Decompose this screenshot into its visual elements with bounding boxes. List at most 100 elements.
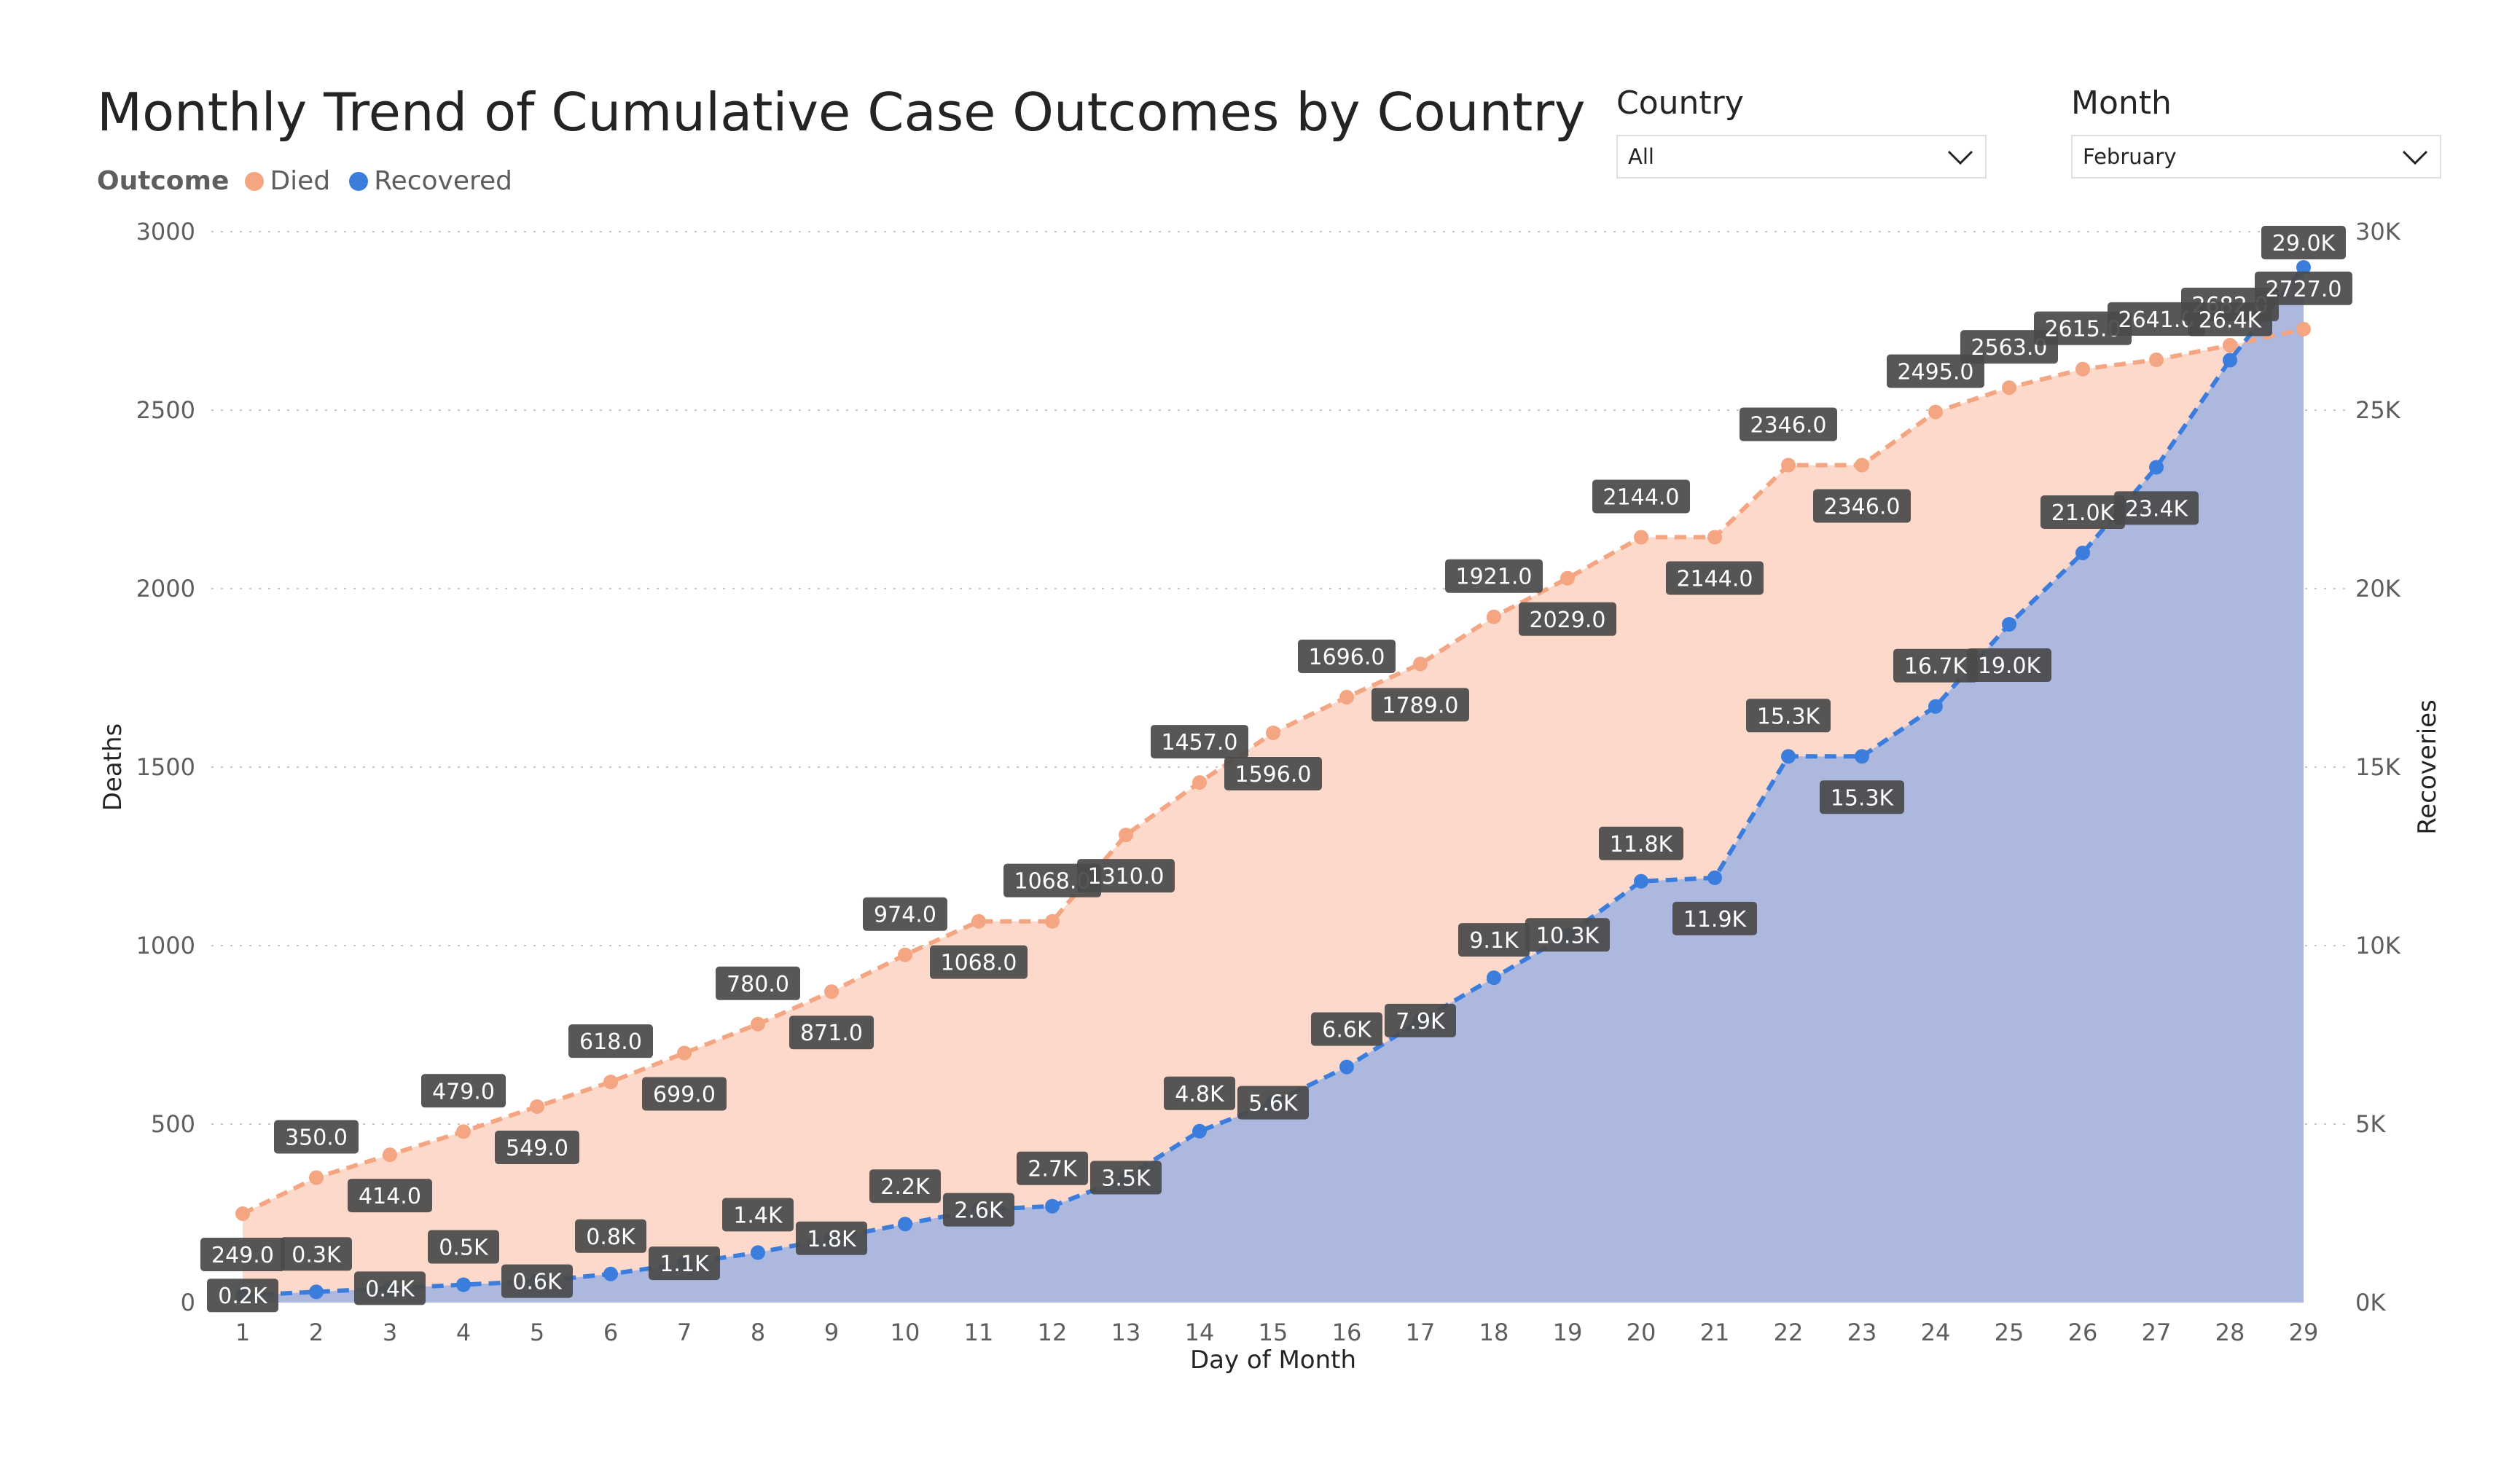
recovered-data-label: 21.0K — [2040, 495, 2125, 529]
died-data-label: 2144.0 — [1592, 479, 1690, 514]
x-tick-label: 13 — [1111, 1319, 1141, 1346]
died-data-label: 249.0 — [200, 1237, 285, 1271]
died-point — [456, 1124, 471, 1139]
died-data-label: 350.0 — [274, 1120, 359, 1154]
svg-text:2.7K: 2.7K — [1028, 1157, 1078, 1182]
y2-axis-title: Recoveries — [2413, 699, 2442, 835]
x-tick-label: 29 — [2289, 1319, 2319, 1346]
recovered-data-label: 19.0K — [1967, 648, 2051, 682]
died-point — [1707, 530, 1722, 545]
svg-text:2144.0: 2144.0 — [1677, 566, 1753, 592]
month-dropdown[interactable]: February — [2071, 135, 2441, 178]
svg-text:2.2K: 2.2K — [880, 1174, 931, 1200]
axes: 0 500 1000 1500 2000 2500 3000 0K 5K 10K 15K 20K 25K… — [136, 218, 2401, 1346]
died-point — [751, 1016, 765, 1032]
recovered-point — [2149, 460, 2164, 475]
legend-item-died[interactable]: Died — [245, 166, 330, 196]
legend-item-recovered[interactable]: Recovered — [349, 166, 512, 196]
died-data-label: 2144.0 — [1666, 561, 1764, 595]
died-data-label: 479.0 — [421, 1074, 506, 1108]
x-tick-label: 6 — [603, 1319, 618, 1346]
recovered-data-label: 26.4K — [2188, 302, 2272, 337]
y-tick-label: 3000 — [136, 218, 195, 246]
recovered-data-label: 7.9K — [1385, 1003, 1456, 1037]
svg-text:699.0: 699.0 — [653, 1082, 716, 1107]
died-point — [2075, 361, 2090, 377]
died-point — [235, 1206, 250, 1221]
x-tick-label: 22 — [1774, 1319, 1804, 1346]
recovered-dot-icon — [349, 171, 369, 191]
died-point — [1560, 570, 1575, 586]
y-tick-label: 2000 — [136, 575, 195, 602]
recovered-data-label: 29.0K — [2261, 226, 2346, 259]
svg-text:0.3K: 0.3K — [291, 1242, 342, 1268]
svg-text:479.0: 479.0 — [432, 1079, 495, 1104]
died-point — [1487, 609, 1501, 624]
svg-text:2346.0: 2346.0 — [1824, 494, 1901, 519]
svg-text:0.2K: 0.2K — [218, 1284, 268, 1309]
x-tick-label: 17 — [1406, 1319, 1436, 1346]
y2-tick-label: 5K — [2355, 1110, 2386, 1138]
died-data-label: 1310.0 — [1077, 859, 1175, 893]
y-tick-label: 1000 — [136, 932, 195, 959]
country-dropdown[interactable]: All — [1616, 135, 1987, 178]
legend-item-died-label: Died — [270, 166, 331, 196]
recovered-data-label: 0.3K — [281, 1237, 352, 1271]
recovered-data-label: 6.6K — [1311, 1012, 1382, 1046]
svg-text:6.6K: 6.6K — [1322, 1018, 1372, 1043]
recovered-data-label: 2.6K — [943, 1193, 1014, 1227]
legend: Outcome Died Recovered — [97, 166, 531, 196]
died-point — [2296, 321, 2311, 337]
svg-text:4.8K: 4.8K — [1175, 1082, 1225, 1107]
x-tick-label: 27 — [2142, 1319, 2172, 1346]
svg-text:1921.0: 1921.0 — [1456, 565, 1533, 590]
svg-text:2346.0: 2346.0 — [1750, 412, 1827, 438]
recovered-data-label: 11.8K — [1599, 826, 1683, 860]
svg-text:26.4K: 26.4K — [2199, 307, 2263, 333]
died-point — [530, 1099, 544, 1114]
svg-text:2029.0: 2029.0 — [1530, 608, 1606, 633]
x-tick-label: 21 — [1700, 1319, 1730, 1346]
died-data-label: 974.0 — [863, 897, 947, 931]
recovered-point — [1339, 1059, 1354, 1075]
svg-text:10.3K: 10.3K — [1536, 923, 1600, 949]
x-tick-label: 7 — [677, 1319, 692, 1346]
svg-text:15.3K: 15.3K — [1831, 785, 1895, 811]
died-point — [1192, 775, 1207, 790]
died-data-label: 1457.0 — [1151, 725, 1248, 759]
svg-text:9.1K: 9.1K — [1469, 928, 1519, 954]
y2-tick-label: 15K — [2355, 753, 2401, 781]
died-data-label: 2346.0 — [1813, 489, 1911, 523]
y-tick-label: 500 — [151, 1110, 195, 1138]
svg-text:414.0: 414.0 — [359, 1184, 421, 1209]
died-dot-icon — [245, 171, 265, 191]
svg-text:1310.0: 1310.0 — [1088, 864, 1165, 889]
died-data-label: 618.0 — [568, 1024, 653, 1059]
svg-text:2727.0: 2727.0 — [2266, 277, 2342, 302]
svg-text:21.0K: 21.0K — [2051, 500, 2116, 526]
died-data-label: 414.0 — [348, 1179, 432, 1213]
y-tick-label: 0 — [181, 1289, 195, 1316]
recovered-point — [309, 1284, 324, 1300]
recovered-data-label: 0.8K — [575, 1219, 646, 1253]
died-point — [1045, 914, 1060, 929]
svg-text:549.0: 549.0 — [506, 1136, 568, 1161]
recovered-point — [898, 1217, 912, 1232]
died-data-label: 871.0 — [789, 1016, 874, 1050]
died-point — [2002, 380, 2016, 396]
recovered-data-label: 2.7K — [1017, 1151, 1088, 1185]
died-data-label: 1789.0 — [1371, 688, 1469, 722]
svg-text:1.8K: 1.8K — [807, 1227, 857, 1252]
month-slicer: Month February — [2071, 85, 2441, 178]
recovered-point — [1045, 1198, 1060, 1214]
svg-text:7.9K: 7.9K — [1396, 1009, 1446, 1034]
x-tick-label: 9 — [824, 1319, 839, 1346]
chart-title: Monthly Trend of Cumulative Case Outcome… — [97, 82, 1586, 143]
died-data-label: 1921.0 — [1445, 559, 1543, 593]
died-data-label: 1696.0 — [1298, 639, 1396, 673]
svg-text:11.8K: 11.8K — [1610, 832, 1674, 857]
recovered-point — [1192, 1123, 1207, 1139]
x-tick-label: 12 — [1038, 1319, 1068, 1346]
y2-tick-label: 30K — [2355, 218, 2401, 246]
died-data-label: 1068.0 — [930, 945, 1028, 979]
